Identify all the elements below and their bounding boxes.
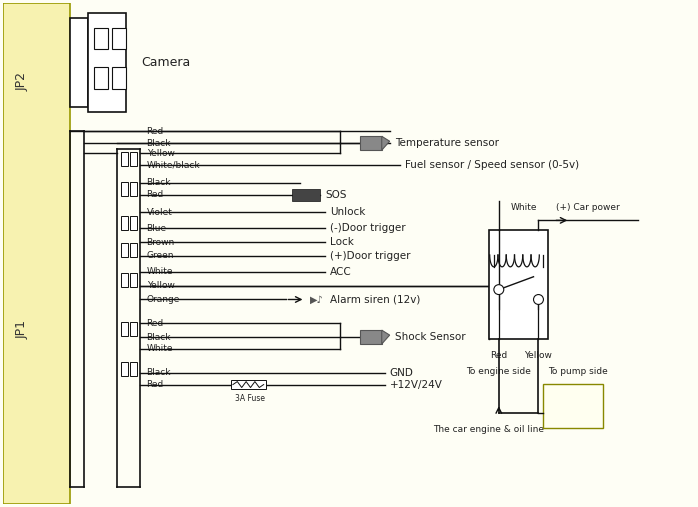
Bar (121, 322, 128, 336)
Text: ACC: ACC (330, 267, 352, 277)
Bar (130, 152, 137, 166)
Text: Black: Black (147, 178, 171, 187)
Bar (130, 362, 137, 376)
Bar (88, 13, 126, 112)
Bar (121, 243, 128, 257)
Text: White: White (147, 267, 173, 276)
Polygon shape (382, 330, 389, 344)
Bar (121, 182, 128, 196)
Text: White: White (510, 203, 537, 212)
Circle shape (533, 295, 544, 304)
Text: The car engine & oil line: The car engine & oil line (433, 425, 544, 434)
Text: Fuel
pump: Fuel pump (560, 396, 586, 416)
Text: JP2: JP2 (16, 73, 29, 91)
Bar (360, 330, 382, 344)
Bar (292, 189, 320, 201)
Text: Orange: Orange (147, 295, 180, 304)
Text: +12V/24V: +12V/24V (389, 380, 443, 389)
Bar (121, 152, 128, 166)
Text: White/black: White/black (147, 161, 200, 169)
Bar (70, 18, 88, 106)
Text: Shock Sensor: Shock Sensor (394, 332, 466, 342)
Circle shape (494, 284, 504, 295)
Bar (112, 27, 126, 49)
Text: JP1: JP1 (16, 319, 29, 339)
Text: Green: Green (147, 251, 174, 261)
Bar (94, 27, 108, 49)
Text: Lock: Lock (330, 237, 354, 247)
Text: Violet: Violet (147, 208, 172, 217)
Text: Yellow: Yellow (147, 281, 174, 290)
Text: ▶♪: ▶♪ (311, 295, 324, 305)
Bar (121, 273, 128, 286)
Text: To engine side: To engine side (466, 367, 531, 376)
Text: Black: Black (147, 368, 171, 377)
Bar (121, 216, 128, 230)
Text: Black: Black (147, 139, 171, 148)
Bar (544, 384, 603, 428)
Text: Red: Red (147, 380, 164, 389)
Text: Temperature sensor: Temperature sensor (394, 138, 498, 148)
Bar (130, 273, 137, 286)
Text: (+)Door trigger: (+)Door trigger (330, 251, 410, 261)
Text: White: White (147, 344, 173, 353)
Text: Red: Red (490, 351, 507, 360)
Bar (3, 3, 70, 504)
Text: Unlock: Unlock (330, 207, 366, 218)
Text: Red: Red (147, 190, 164, 199)
Bar (121, 362, 128, 376)
Text: GND: GND (389, 368, 413, 378)
Bar (360, 136, 382, 150)
Bar (231, 380, 266, 389)
Text: Black: Black (147, 333, 171, 342)
Text: 3A Fuse: 3A Fuse (235, 394, 265, 404)
Text: Brown: Brown (147, 238, 175, 246)
Text: Fuel sensor / Speed sensor (0-5v): Fuel sensor / Speed sensor (0-5v) (405, 160, 579, 170)
Text: (-)Door trigger: (-)Door trigger (330, 223, 406, 233)
Bar (94, 67, 108, 89)
Text: Blue: Blue (147, 224, 167, 233)
Text: Yellow: Yellow (147, 149, 174, 158)
Text: Red: Red (147, 319, 164, 328)
Bar (489, 230, 549, 339)
Text: Camera: Camera (142, 56, 191, 68)
Text: SOS: SOS (325, 190, 347, 200)
Text: To pump side: To pump side (549, 367, 608, 376)
Bar (112, 67, 126, 89)
Text: Yellow: Yellow (524, 351, 552, 360)
Bar (130, 182, 137, 196)
Bar (130, 243, 137, 257)
Bar (130, 322, 137, 336)
Text: Red: Red (147, 127, 164, 136)
Polygon shape (382, 136, 389, 150)
Text: Alarm siren (12v): Alarm siren (12v) (330, 295, 420, 305)
Bar (130, 216, 137, 230)
Text: (+) Car power: (+) Car power (556, 203, 620, 212)
